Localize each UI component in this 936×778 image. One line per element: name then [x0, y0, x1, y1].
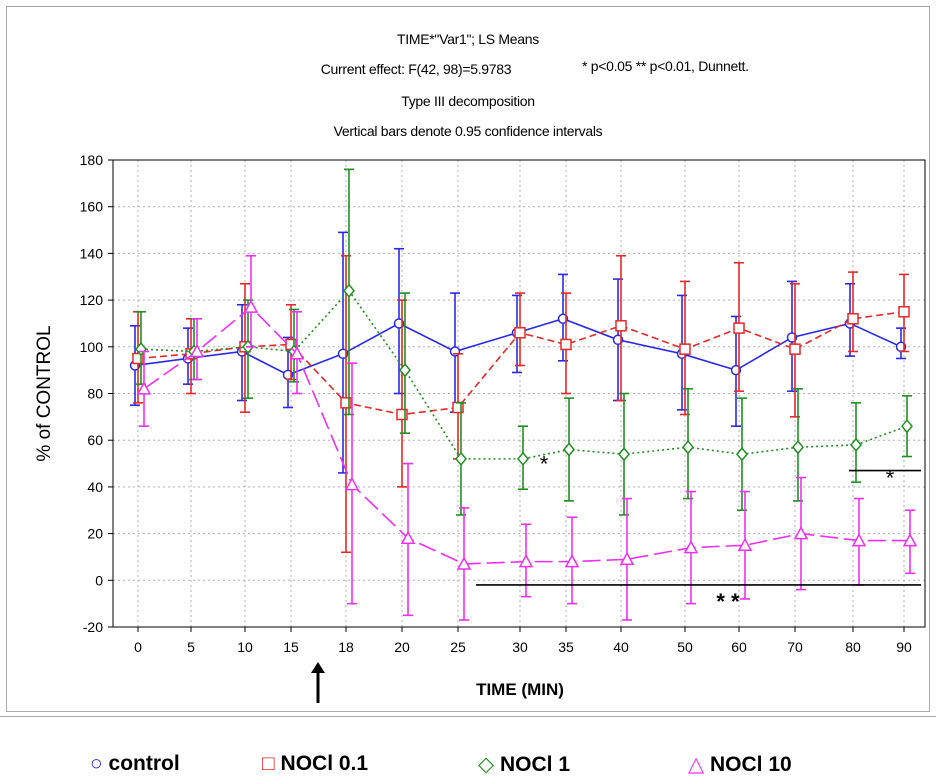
- data-point: [344, 476, 360, 491]
- legend-symbol-nocl-10: △: [688, 753, 705, 776]
- significance-note: * p<0.05 ** p<0.01, Dunnett.: [576, 58, 852, 78]
- data-point: [619, 551, 635, 566]
- data-point: [736, 447, 748, 462]
- chart-title-line-1: TIME*"Var1"; LS Means: [397, 31, 539, 47]
- legend-label-nocl-0-1: NOCl 0.1: [280, 752, 369, 775]
- legend-symbol-nocl-1: ◇: [478, 753, 495, 776]
- x-tick-label: 25: [450, 639, 466, 655]
- legend-item-nocl-10: △ NOCl 10: [688, 752, 792, 778]
- data-point: [132, 352, 144, 365]
- chart-title-line-3: Type III decomposition: [401, 93, 535, 109]
- significance-star: *: [886, 466, 895, 491]
- chart-title-line-4: Vertical bars denote 0.95 confidence int…: [333, 123, 603, 139]
- y-tick-label: -20: [83, 619, 103, 635]
- data-point: [518, 554, 534, 568]
- data-point: [289, 346, 305, 360]
- significance-star: *: [540, 452, 549, 477]
- x-tick-label: 18: [338, 639, 354, 655]
- data-point: [851, 533, 867, 547]
- data-point: [396, 408, 408, 421]
- legend-label-nocl-10: NOCl 10: [710, 753, 792, 776]
- legend-item-nocl-0-1: □ NOCl 0.1: [262, 752, 368, 778]
- x-tick-label: 40: [613, 639, 629, 655]
- data-point: [682, 440, 694, 455]
- series-nocl-10: [136, 254, 918, 621]
- x-tick-label: 90: [896, 639, 912, 655]
- series-nocl-1: [135, 168, 913, 516]
- legend-label-control: control: [108, 752, 180, 775]
- x-tick-label: 5: [187, 639, 195, 655]
- data-point: [399, 362, 411, 378]
- data-point: [789, 343, 801, 355]
- data-point: [343, 283, 355, 298]
- x-tick-label: 70: [787, 639, 803, 655]
- data-point: [455, 451, 467, 467]
- data-point: [737, 537, 753, 552]
- x-tick-label: 20: [394, 639, 410, 655]
- data-point: [615, 320, 627, 332]
- y-tick-label: 20: [87, 526, 103, 542]
- x-tick-label: 35: [558, 639, 574, 655]
- y-tick-label: 80: [87, 386, 103, 402]
- data-point: [793, 526, 809, 540]
- data-point: [847, 313, 859, 325]
- y-tick-label: 120: [80, 292, 104, 308]
- data-point: [901, 419, 913, 434]
- data-point: [679, 343, 691, 355]
- data-point: [850, 437, 862, 453]
- legend-symbol-nocl-0-1: □: [262, 752, 275, 775]
- data-point: [683, 540, 699, 554]
- data-point: [243, 299, 259, 313]
- x-tick-label: 80: [845, 639, 861, 655]
- significance-double-star: * *: [716, 589, 740, 614]
- y-tick-label: 40: [87, 479, 103, 495]
- data-point: [902, 533, 918, 547]
- x-tick-label: 60: [731, 639, 747, 655]
- data-point: [563, 442, 575, 457]
- x-tick-label: 0: [134, 639, 142, 655]
- x-tick-label: 10: [237, 639, 253, 655]
- legend-item-nocl-1: ◇ NOCl 1: [478, 752, 570, 778]
- y-tick-label: 140: [80, 245, 104, 261]
- chart-title-line-2: Current effect: F(42, 98)=5.9783: [320, 61, 512, 77]
- y-axis-label: % of CONTROL: [34, 325, 55, 461]
- legend-label-nocl-1: NOCl 1: [500, 753, 571, 776]
- x-axis-label: TIME (MIN): [476, 680, 564, 699]
- data-point: [514, 327, 526, 339]
- data-point: [456, 556, 472, 570]
- data-point: [792, 440, 804, 455]
- data-point: [618, 447, 630, 462]
- data-point: [560, 338, 572, 351]
- x-tick-label: 30: [512, 639, 528, 655]
- data-point: [564, 554, 580, 568]
- y-tick-label: 100: [80, 339, 104, 355]
- data-point: [733, 322, 745, 334]
- y-tick-label: 180: [80, 152, 104, 168]
- legend-item-control: ○ control: [90, 752, 180, 778]
- x-tick-label: 15: [283, 639, 299, 655]
- data-point: [136, 381, 152, 395]
- y-tick-label: 160: [80, 199, 104, 215]
- legend-divider: [0, 716, 936, 717]
- x-tick-label: 50: [677, 639, 693, 655]
- y-tick-label: 60: [87, 432, 103, 448]
- chart-border: [6, 6, 930, 712]
- data-point: [400, 530, 416, 545]
- data-point: [517, 451, 529, 467]
- data-point: [340, 397, 352, 409]
- legend-symbol-control: ○: [90, 752, 103, 775]
- data-point: [189, 343, 205, 358]
- data-point: [898, 306, 910, 318]
- y-tick-label: 0: [95, 572, 103, 588]
- time-arrow-head: [311, 662, 325, 673]
